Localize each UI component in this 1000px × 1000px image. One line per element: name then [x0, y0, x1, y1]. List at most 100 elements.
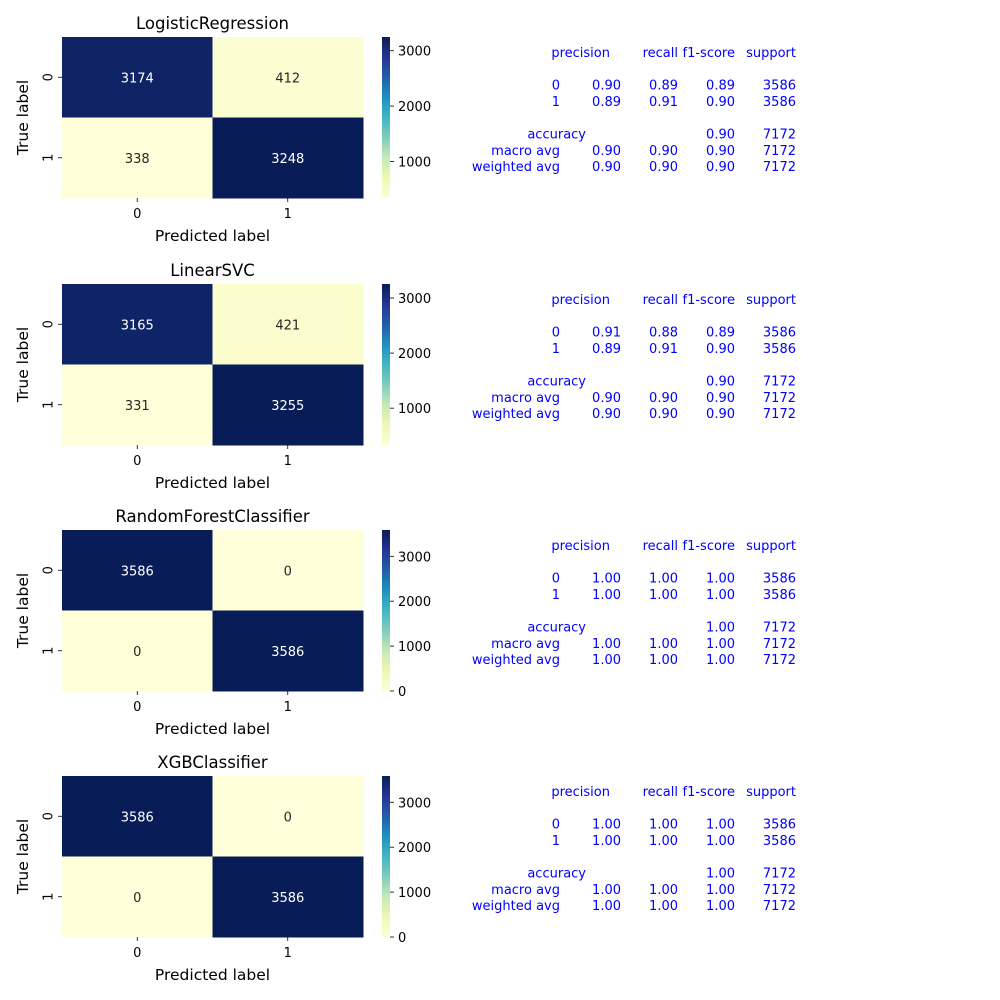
report-header: support	[746, 46, 796, 61]
x-tick-label-0: 0	[133, 700, 141, 715]
cell-value-0-0: 3165	[121, 318, 154, 333]
report-row-label: 0	[552, 79, 560, 94]
report-precision: 0.89	[592, 342, 621, 357]
x-axis-label: Predicted label	[155, 720, 270, 738]
report-row-label: 0	[552, 572, 560, 587]
report-f1: 1.00	[706, 899, 735, 914]
chart-title: LogisticRegression	[136, 14, 289, 33]
report-recall: 1.00	[649, 834, 678, 849]
report-header: f1-score	[683, 539, 735, 554]
report-row-label: macro avg	[491, 637, 560, 652]
cell-value-0-1: 412	[275, 71, 300, 86]
cell-value-1-0: 0	[133, 891, 141, 906]
cell-value-0-1: 0	[284, 564, 292, 579]
cell-value-0-0: 3586	[121, 810, 154, 825]
report-f1: 0.90	[706, 375, 735, 390]
report-f1: 1.00	[706, 818, 735, 833]
report-row-label: weighted avg	[472, 899, 560, 914]
cell-value-1-0: 331	[125, 399, 150, 414]
report-f1: 1.00	[706, 572, 735, 587]
report-recall: 0.90	[649, 160, 678, 175]
report-row-label: weighted avg	[472, 160, 560, 175]
report-support: 7172	[763, 407, 796, 422]
report-recall: 0.90	[649, 407, 678, 422]
report-support: 3586	[763, 79, 796, 94]
y-tick-label-1: 1	[42, 647, 57, 655]
heatmap-cell-1-0	[62, 364, 213, 446]
colorbar-tick-label: 2000	[398, 595, 431, 610]
x-tick-label-0: 0	[133, 454, 141, 469]
heatmap-cell-1-1	[212, 117, 364, 199]
cell-value-0-1: 0	[284, 810, 292, 825]
colorbar-tick-label: 2000	[398, 347, 431, 362]
heatmap-cell-0-0	[62, 37, 213, 118]
report-support: 7172	[763, 883, 796, 898]
report-recall: 1.00	[649, 883, 678, 898]
chart-title: LinearSVC	[170, 261, 255, 280]
heatmap-cell-1-1	[212, 610, 364, 692]
report-f1: 1.00	[706, 588, 735, 603]
report-recall: 0.90	[649, 144, 678, 159]
report-f1: 0.90	[706, 407, 735, 422]
chart-title: RandomForestClassifier	[115, 507, 309, 526]
colorbar-tick-label: 3000	[398, 45, 431, 60]
report-support: 3586	[763, 95, 796, 110]
report-precision: 0.91	[592, 326, 621, 341]
report-precision: 1.00	[592, 818, 621, 833]
colorbar-tick-label: 0	[398, 685, 406, 700]
heatmap-cell-1-0	[62, 856, 213, 938]
report-row-label: accuracy	[527, 621, 586, 636]
report-row-label: 1	[552, 95, 560, 110]
report-recall: 0.90	[649, 391, 678, 406]
report-precision: 1.00	[592, 653, 621, 668]
heatmap-cell-0-0	[62, 530, 213, 611]
report-support: 7172	[763, 391, 796, 406]
colorbar-tick-label: 3000	[398, 796, 431, 811]
y-tick-label-0: 0	[42, 73, 57, 81]
y-tick-label-0: 0	[42, 812, 57, 820]
report-f1: 0.90	[706, 160, 735, 175]
report-header: f1-score	[683, 785, 735, 800]
heatmap-cell-0-1	[212, 37, 364, 118]
report-header: recall	[643, 293, 678, 308]
report-support: 3586	[763, 326, 796, 341]
report-support: 7172	[763, 867, 796, 882]
report-row-label: 0	[552, 326, 560, 341]
y-tick-label-1: 1	[42, 154, 57, 162]
report-recall: 1.00	[649, 899, 678, 914]
report-recall: 1.00	[649, 653, 678, 668]
x-tick-label-0: 0	[133, 946, 141, 961]
y-tick-label-1: 1	[42, 401, 57, 409]
colorbar-tick-label: 1000	[398, 402, 431, 417]
report-row-label: 0	[552, 818, 560, 833]
report-support: 7172	[763, 621, 796, 636]
report-header: f1-score	[683, 293, 735, 308]
report-recall: 0.91	[649, 342, 678, 357]
report-row-label: accuracy	[527, 375, 586, 390]
report-row-label: accuracy	[527, 867, 586, 882]
report-recall: 1.00	[649, 588, 678, 603]
report-precision: 0.90	[592, 407, 621, 422]
report-header: recall	[643, 539, 678, 554]
x-tick-label-1: 1	[284, 207, 292, 222]
heatmap-cell-0-1	[212, 284, 364, 365]
cell-value-1-1: 3586	[271, 891, 304, 906]
report-recall: 0.91	[649, 95, 678, 110]
report-header: support	[746, 785, 796, 800]
x-axis-label: Predicted label	[155, 474, 270, 492]
report-precision: 1.00	[592, 588, 621, 603]
report-f1: 0.90	[706, 342, 735, 357]
y-axis-label: True label	[14, 327, 32, 403]
report-support: 7172	[763, 128, 796, 143]
colorbar-tick-label: 0	[398, 931, 406, 946]
x-axis-label: Predicted label	[155, 227, 270, 245]
y-tick-label-0: 0	[42, 566, 57, 574]
colorbar-tick-label: 3000	[398, 550, 431, 565]
report-recall: 1.00	[649, 572, 678, 587]
heatmap-cell-0-1	[212, 530, 364, 611]
colorbar-tick-label: 2000	[398, 841, 431, 856]
